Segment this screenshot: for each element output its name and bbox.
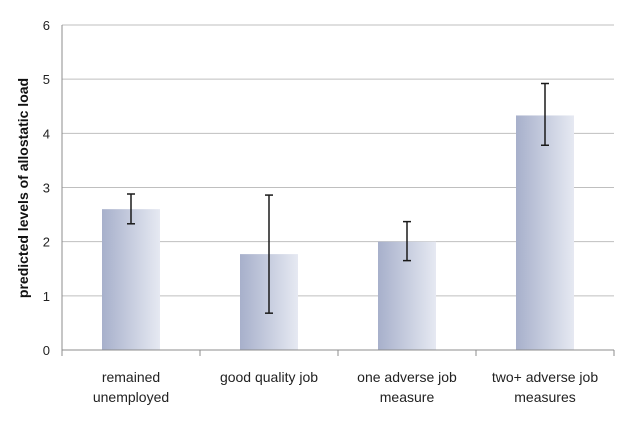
y-tick-label: 5 [43, 72, 50, 87]
y-tick-label: 2 [43, 235, 50, 250]
bar [516, 115, 574, 350]
y-tick-label: 6 [43, 18, 50, 33]
bars [102, 115, 574, 350]
labels: 0 1 2 3 4 5 6 remained unemployed good quality jo… [43, 18, 599, 405]
axes [61, 25, 615, 356]
x-category-label: two+ adverse job measures [492, 369, 598, 405]
error-bar [127, 193, 135, 225]
error-bars [127, 82, 549, 314]
x-category-label: good quality job [220, 369, 318, 385]
y-tick-label: 4 [43, 126, 50, 141]
error-bar [265, 194, 273, 314]
error-bar [403, 220, 411, 262]
y-tick-label: 0 [43, 343, 50, 358]
x-category-label: remained unemployed [93, 369, 169, 405]
error-bar [541, 82, 549, 146]
y-tick-label: 3 [43, 181, 50, 196]
y-axis-title: predicted levels of allostatic load [15, 78, 31, 298]
bar [102, 209, 160, 350]
y-tick-label: 1 [43, 289, 50, 304]
x-category-label: one adverse job measure [357, 369, 457, 405]
